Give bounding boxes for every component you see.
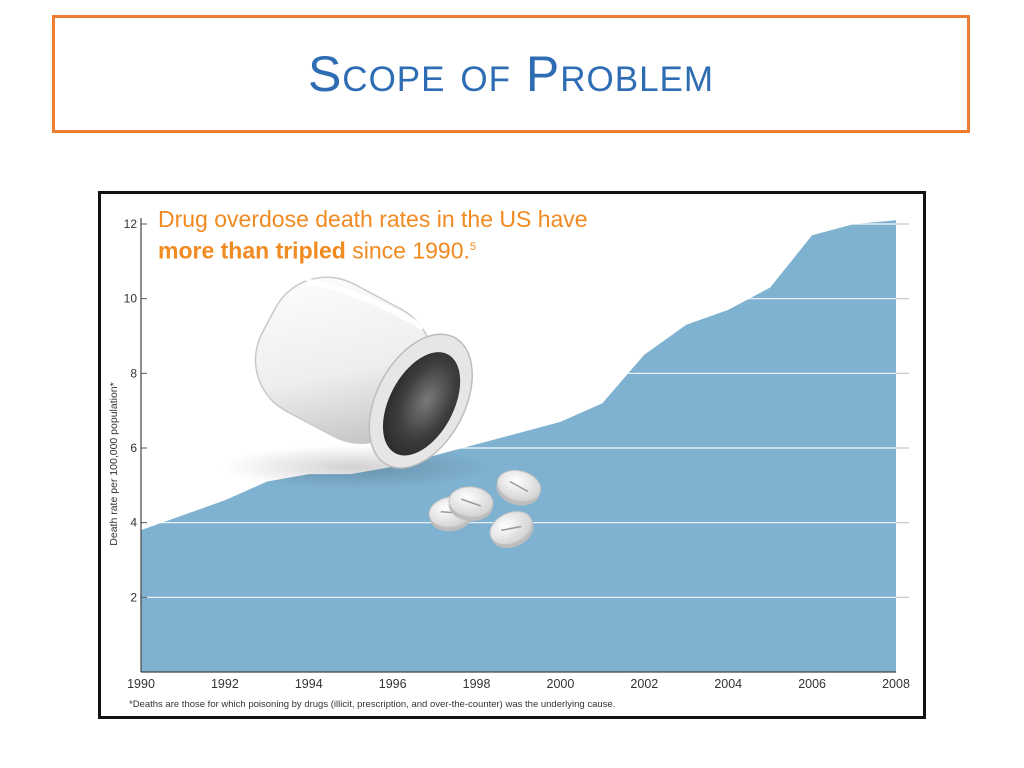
x-tick-label-1998: 1998 [463,677,491,691]
x-tick-label-2004: 2004 [714,677,742,691]
y-tick-label-10: 10 [124,292,138,306]
chart-title-bold: more than tripled [158,237,346,264]
y-tick-label-12: 12 [124,217,138,231]
chart-title-superscript: 5 [469,241,477,253]
chart-title-line2: since 1990. [352,237,470,264]
x-tick-label-2002: 2002 [630,677,658,691]
overdose-area-chart: 2 4 6 8 10 12 1990 1992 1994 1996 1998 2000 2002 2004… [124,217,910,691]
x-tick-label-1990: 1990 [127,677,155,691]
y-tick-label-4: 4 [130,516,137,530]
chart-title-line1: Drug overdose death rates in the US have [158,206,588,232]
pill-icon [448,486,494,522]
chart-footnote: *Deaths are those for which poisoning by… [129,699,616,710]
x-tick-label-1996: 1996 [379,677,407,691]
x-tick-label-1994: 1994 [295,677,323,691]
x-tick-label-1992: 1992 [211,677,239,691]
slide-title: Scope of Problem [307,46,715,102]
pill-icon [496,469,542,506]
chart-frame: 2 4 6 8 10 12 1990 1992 1994 1996 1998 2000 2002 2004… [98,191,926,719]
y-axis-label: Death rate per 100,000 population* [108,382,120,546]
slide-title-box: Scope of Problem [52,15,970,133]
y-tick-label-8: 8 [130,366,137,380]
x-tick-label-2006: 2006 [798,677,826,691]
data-area [141,220,896,673]
y-tick-label-2: 2 [130,590,137,604]
x-tick-label-2008: 2008 [882,677,910,691]
y-tick-label-6: 6 [130,441,137,455]
chart-title: Drug overdose death rates in the US have… [158,205,588,265]
x-tick-label-2000: 2000 [547,677,575,691]
pill-bottle-icon [221,276,491,489]
pill-icon [489,511,534,549]
